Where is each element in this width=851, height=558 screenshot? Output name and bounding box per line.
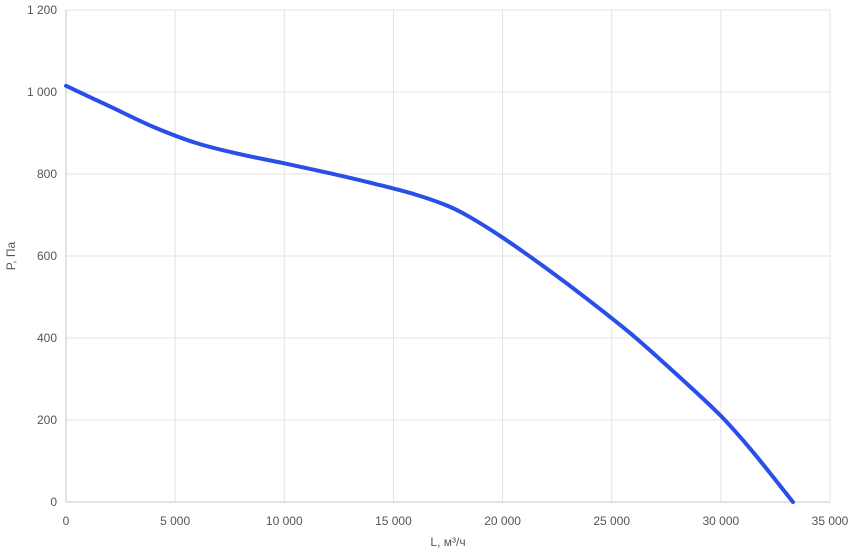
x-tick-label: 15 000 [375,514,412,528]
x-tick-labels: 0 5 000 10 000 15 000 20 000 25 000 30 000 35 0… [63,514,849,528]
axes [65,10,830,503]
y-tick-label: 400 [37,331,57,345]
y-tick-label: 800 [37,167,57,181]
x-tick-label: 20 000 [484,514,521,528]
x-tick-label: 0 [63,514,70,528]
y-axis-label: P, Па [4,241,18,270]
x-tick-label: 35 000 [812,514,849,528]
series-group [64,83,795,504]
y-tick-label: 1 200 [27,3,57,17]
x-tick-label: 30 000 [703,514,740,528]
x-tick-label: 5 000 [160,514,190,528]
y-tick-label: 600 [37,249,57,263]
grid [66,9,831,502]
x-axis-label: L, м³/ч [430,535,465,549]
y-tick-labels: 0 200 400 600 800 1 000 1 200 [27,3,57,509]
y-tick-label: 200 [37,413,57,427]
y-tick-label: 0 [50,495,57,509]
series-line [64,83,795,504]
x-tick-label: 10 000 [266,514,303,528]
y-tick-label: 1 000 [27,85,57,99]
x-tick-label: 25 000 [593,514,630,528]
